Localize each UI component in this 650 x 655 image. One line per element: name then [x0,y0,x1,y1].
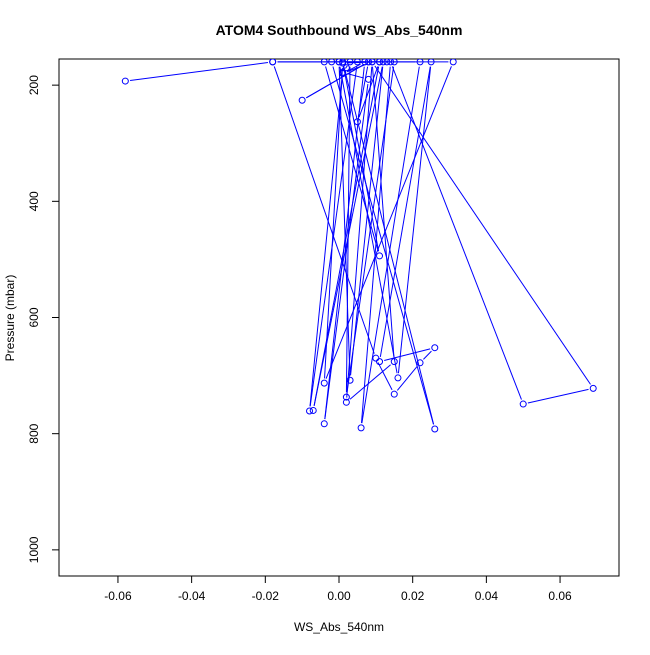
data-point [342,393,350,401]
data-point [376,252,384,260]
data-point [121,77,129,85]
series-line-segment [350,66,384,376]
series-line-segment [130,62,268,81]
data-point [383,59,391,66]
series-line-segment [379,66,431,358]
data-point [306,407,314,415]
data-point [335,59,343,66]
series-line-segment [306,63,365,99]
data-point [320,379,328,387]
series-line-segment [324,84,369,420]
series-line-segment [347,73,364,79]
series-line-segment [345,65,348,69]
data-point [431,344,439,352]
series-line-segment [346,66,395,393]
data-point [364,75,372,83]
data-point [320,420,328,428]
x-tick-label: -0.06 [104,589,132,603]
chart-title: ATOM4 Southbound WS_Abs_540nm [216,22,463,38]
series-line-segment [372,66,395,357]
data-point [427,59,435,66]
data-point [269,59,277,66]
series-line-segment [349,364,391,400]
series-line-segment [346,66,373,398]
data-point [339,59,347,66]
data-point [346,59,354,66]
series-line-segment [358,66,379,118]
data-point [357,424,365,432]
y-tick-label: 400 [27,191,41,211]
series-line-segment [325,66,379,252]
data-point [379,59,387,66]
y-tick-label: 600 [27,307,41,327]
data-point [390,59,398,66]
data-point [353,118,361,126]
data-point [298,96,306,104]
series-line-segment [384,348,431,361]
x-tick-label: -0.04 [178,589,206,603]
data-point [376,59,384,66]
data-point [387,59,395,66]
y-tick-label: 200 [27,75,41,95]
x-axis-label: WS_Abs_540nm [294,620,384,634]
data-point [449,59,457,66]
x-tick-label: -0.02 [252,589,280,603]
data-point [342,64,350,72]
data-point [353,59,361,66]
data-point [339,70,347,78]
data-point [361,59,369,66]
plot-frame [58,58,620,577]
series-line-segment [527,388,589,404]
data-point [372,354,380,362]
data-point [342,398,350,406]
series-line-segment [309,78,343,407]
y-axis: 200 400 600 800 1000 [27,75,60,563]
series-line-segment [345,66,351,393]
series-line-segment [377,362,393,391]
data-point [390,358,398,366]
data-point [589,384,597,392]
data-point [416,359,424,367]
data-point [368,59,376,66]
series-line-segment [346,63,361,72]
x-axis: -0.06 -0.04 -0.02 0.00 0.02 0.04 0.06 [104,575,572,603]
series-line-segment [397,66,432,374]
x-tick-label: 0.04 [475,589,499,603]
series-line-segment [361,66,420,424]
data-point [328,59,336,66]
series-line-segment [391,66,522,400]
series-line-segment [374,65,591,385]
data-point [364,59,372,66]
series-line-segment [324,67,343,379]
series-line-segment [324,66,365,420]
x-tick-label: 0.06 [548,589,572,603]
data-point [431,425,439,433]
series-line-segment [343,66,435,425]
data-point [309,406,317,414]
data-point [416,59,424,66]
y-tick-label: 1000 [27,536,41,563]
series-line-segment [423,350,432,360]
y-axis-label: Pressure (mbar) [3,275,17,362]
data-point [320,59,328,66]
series-line-segment [396,366,418,391]
data-point [346,376,354,384]
data-point [376,358,384,366]
series-layer [121,59,597,433]
y-tick-label: 800 [27,423,41,443]
x-tick-label: 0.00 [327,589,351,603]
data-point [390,390,398,398]
data-point [519,400,527,408]
x-tick-label: 0.02 [401,589,425,603]
data-point [394,374,402,382]
